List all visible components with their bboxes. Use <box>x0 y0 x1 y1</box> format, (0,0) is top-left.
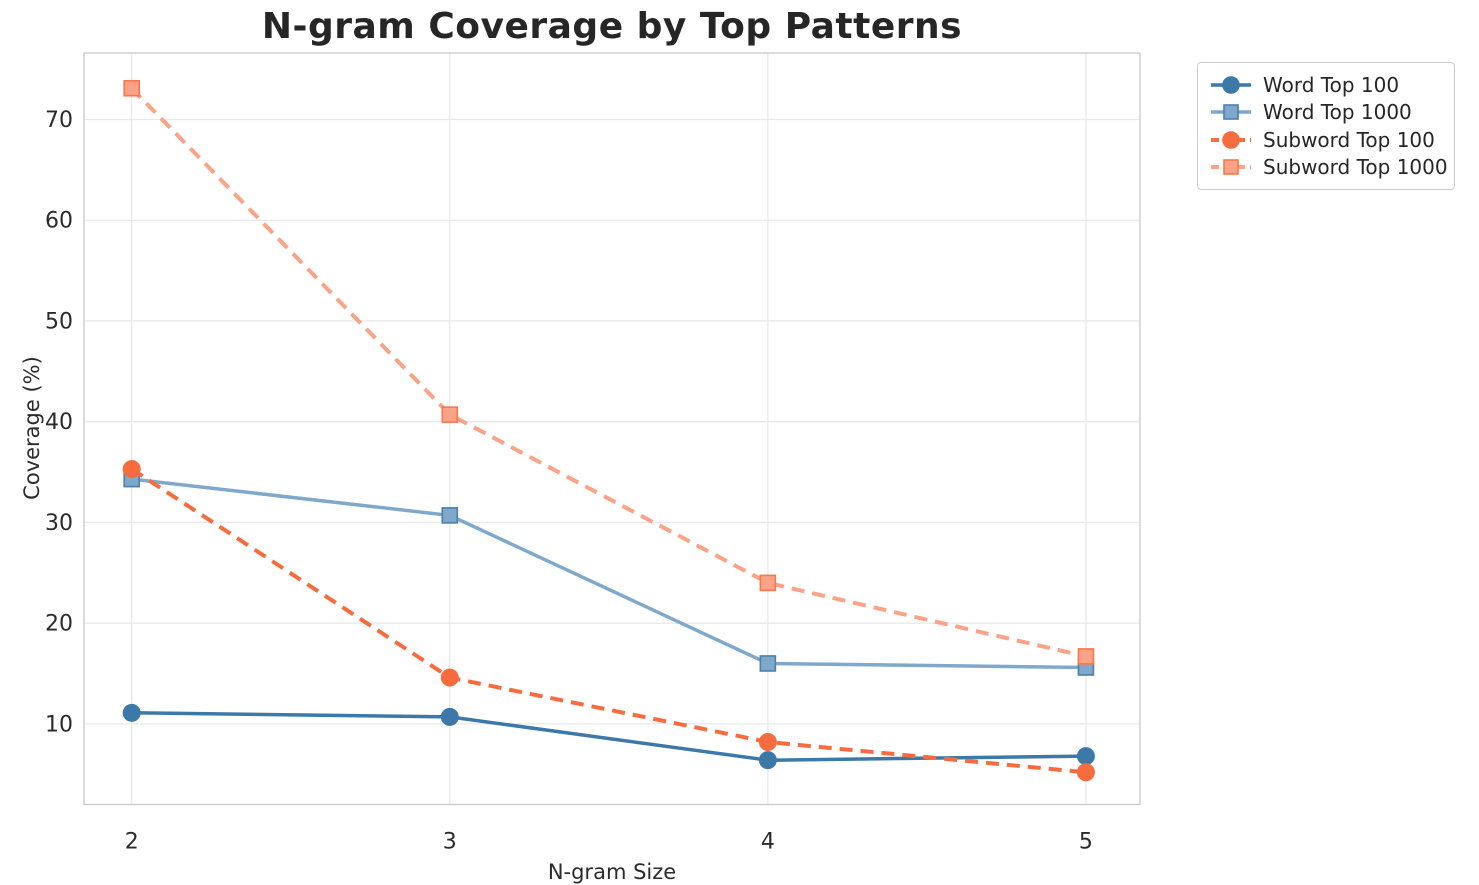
data-point-marker <box>759 574 777 592</box>
legend-marker-icon <box>1211 159 1251 176</box>
chart-title: N-gram Coverage by Top Patterns <box>261 6 963 47</box>
y-tick-label: 30 <box>45 511 73 536</box>
data-point-marker <box>758 733 777 752</box>
data-point-marker <box>122 703 141 722</box>
data-point-marker <box>1077 648 1095 665</box>
legend-item: Subword Top 100 <box>1208 126 1444 153</box>
y-tick-label: 10 <box>45 712 73 737</box>
series-line <box>130 86 1087 659</box>
legend-label: Subword Top 1000 <box>1263 155 1448 180</box>
y-tick-label: 20 <box>45 612 73 637</box>
data-point-marker <box>1076 747 1095 766</box>
data-point-marker <box>440 707 459 726</box>
data-point-marker <box>1076 763 1095 782</box>
legend-marker-icon <box>1211 131 1251 149</box>
x-tick-label: 3 <box>443 830 457 855</box>
data-point-marker <box>441 507 459 524</box>
x-tick-label: 4 <box>761 830 775 855</box>
legend-label: Word Top 1000 <box>1263 100 1412 125</box>
y-tick-label: 60 <box>45 209 73 234</box>
data-point-marker <box>122 460 141 479</box>
data-point-marker <box>759 655 777 672</box>
data-point-marker <box>758 751 777 770</box>
legend-item: Word Top 100 <box>1208 71 1444 98</box>
legend-marker-icon <box>1211 104 1251 120</box>
legend-label: Word Top 100 <box>1263 72 1400 97</box>
x-tick-label: 5 <box>1079 830 1093 855</box>
x-axis-label: N-gram Size <box>547 860 677 884</box>
y-axis-label: Coverage (%) <box>20 356 44 500</box>
legend-label: Subword Top 100 <box>1263 127 1435 152</box>
data-point-marker <box>123 79 141 97</box>
y-tick-label: 40 <box>45 410 73 435</box>
plot-border <box>83 52 1141 806</box>
x-tick-label: 2 <box>125 830 139 855</box>
legend-marker-icon <box>1211 75 1251 94</box>
series-line <box>130 467 1087 775</box>
series-line <box>131 477 1086 670</box>
legend-item: Subword Top 1000 <box>1208 154 1448 181</box>
legend-item: Word Top 1000 <box>1208 99 1444 126</box>
data-point-marker <box>441 406 459 423</box>
legend: Word Top 100 Word Top 1000 Subword Top 100… <box>1197 62 1455 190</box>
series-line <box>131 711 1086 762</box>
data-point-marker <box>440 668 459 687</box>
y-tick-label: 70 <box>45 108 73 133</box>
y-tick-label: 50 <box>45 309 73 334</box>
